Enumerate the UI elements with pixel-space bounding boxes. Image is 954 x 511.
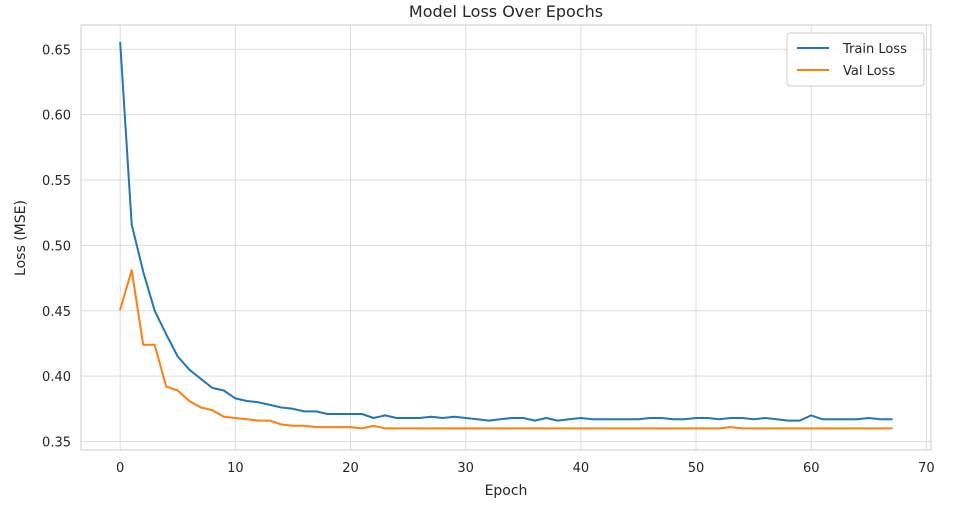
legend-box <box>786 32 925 87</box>
tick-labels: 0 10 20 30 40 50 60 70 0.35 0.40 0.45 0.50 0.55 0.60 0… <box>42 43 935 476</box>
x-axis-label: Epoch <box>485 483 528 499</box>
y-tick-label: 0.55 <box>42 174 71 189</box>
legend-label: Train Loss <box>842 42 907 57</box>
y-axis-label: Loss (MSE) <box>13 200 29 276</box>
legend-label: Val Loss <box>843 64 895 79</box>
y-tick-label: 0.45 <box>42 305 71 320</box>
x-tick-label: 50 <box>688 461 705 476</box>
y-tick-label: 0.35 <box>42 436 71 451</box>
y-tick-label: 0.60 <box>42 109 71 124</box>
series-line-val-loss <box>119 269 893 430</box>
x-tick-label: 40 <box>573 461 590 476</box>
y-tick-label: 0.65 <box>42 43 71 58</box>
y-tick-label: 0.40 <box>42 370 71 385</box>
x-tick-label: 30 <box>457 461 474 476</box>
x-tick-label: 20 <box>342 461 359 476</box>
x-tick-label: 60 <box>803 461 820 476</box>
legend: Train Loss Val Loss <box>786 32 925 87</box>
x-tick-label: 10 <box>227 461 244 476</box>
chart-title: Model Loss Over Epochs <box>409 2 603 21</box>
y-tick-label: 0.50 <box>42 239 71 254</box>
x-tick-label: 70 <box>918 461 935 476</box>
series-line-train-loss <box>119 41 893 422</box>
plot-frame <box>80 24 932 451</box>
series-layer <box>119 41 893 430</box>
x-tick-label: 0 <box>116 461 124 476</box>
grid <box>81 25 931 450</box>
